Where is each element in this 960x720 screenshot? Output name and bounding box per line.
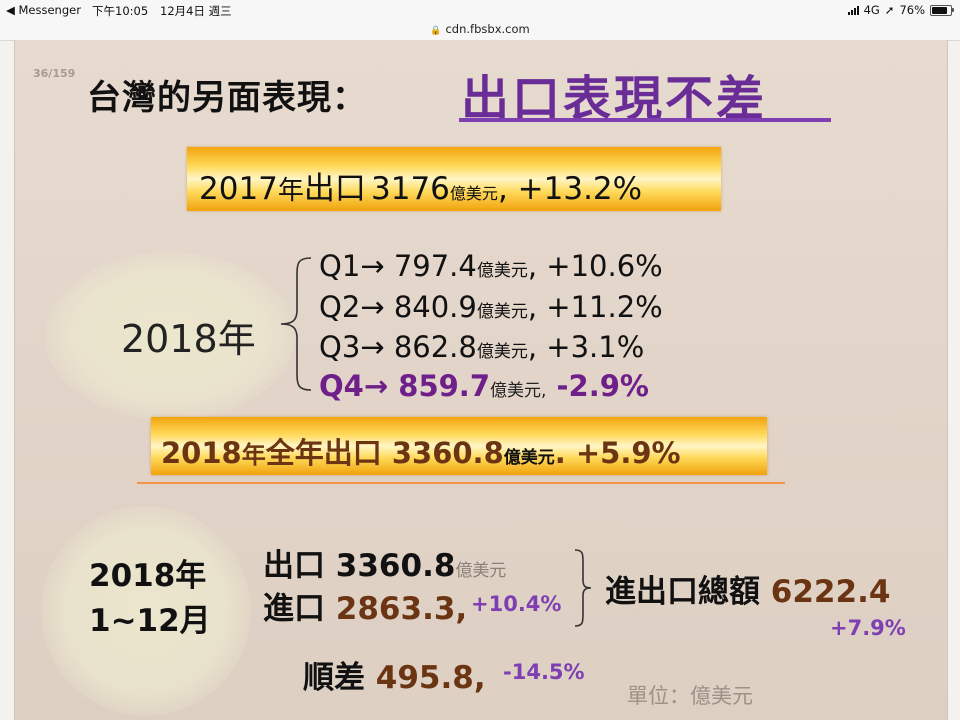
quarter-unit: 億美元 [490,381,541,401]
quarter-value: 859.7 [398,369,490,403]
import-growth: +10.4% [471,592,562,616]
export-2017-unit: 億美元 [449,184,498,203]
title-underline [459,118,831,122]
annual-2018-label: 全年出口 [265,436,382,470]
export-row: 出口 3360.8億美元 [263,540,506,585]
unit-note: 單位：億美元 [627,684,753,708]
slide-viewer[interactable]: 36/159 台灣的另面表現： 出口表現不差 2017年出口 3176億美元, … [14,40,948,720]
annual-2018-year: 2018 [161,436,242,470]
arrow-icon: → [360,330,385,364]
quarter-value: 840.9 [393,290,477,324]
export-2017-label: 出口 [303,171,366,207]
year-2018-number: 2018 [121,317,218,361]
battery-icon [930,4,954,16]
url-bar[interactable]: 🔒 cdn.fbsbx.com [0,20,960,41]
slide-content: 36/159 台灣的另面表現： 出口表現不差 2017年出口 3176億美元, … [15,40,947,720]
annual-2018-year-char: 年 [241,441,266,469]
battery-percent: 76% [899,3,925,17]
quarter-label: Q1 [319,249,361,283]
export-2017-banner [187,147,721,211]
location-arrow-icon: ➚ [884,3,895,17]
period-line-2: 1~12月 [89,603,211,639]
surplus-row: 順差 495.8, [303,652,486,697]
page-counter: 36/159 [33,67,76,80]
quarter-growth: , +10.6% [527,249,663,283]
export-2017-year: 2017 [199,171,278,207]
quarter-label: Q4 [319,369,364,403]
export-unit: 億美元 [455,561,507,581]
export-2017-year-char: 年 [277,176,304,206]
quarter-unit: 億美元 [476,342,528,362]
annual-2018-unit: 億美元 [503,448,555,468]
status-bar: ◀ Messenger 下午10:05 12月4日 週三 4G ➚ 76% [0,0,960,20]
network-type: 4G [863,3,880,17]
total-value: 6222.4 [770,574,891,610]
right-brace-icon [574,549,592,627]
back-to-messenger-link[interactable]: ◀ Messenger [6,3,81,17]
quarter-label: Q2 [319,290,361,324]
total-label: 進出口總額 [605,574,760,610]
status-date: 12月4日 週三 [160,4,232,18]
quarter-value: 797.4 [393,249,477,283]
year-2018-label: 2018年 [121,308,256,363]
slide-title-prefix: 台灣的另面表現： [87,78,367,118]
quarter-row-q3: Q3→ 862.8億美元, +3.1% [319,330,644,364]
total-row: 進出口總額 6222.4 [605,566,890,611]
quarter-unit: 億美元 [476,261,528,281]
slide-title-highlight: 出口表現不差 [461,71,768,127]
export-2017-growth: , +13.2% [497,171,643,207]
export-value: 3360.8 [335,548,456,584]
quarter-unit: 億美元 [476,302,528,322]
annual-2018-value: 3360.8 [391,436,504,470]
annual-2018-growth: . +5.9% [554,436,681,470]
banner-divider [137,482,785,484]
import-value: 2863.3, [335,591,468,627]
arrow-icon: → [363,369,389,403]
import-row: 進口 2863.3, [263,583,467,628]
status-time: 下午10:05 [92,4,149,18]
quarter-row-q4: Q4→ 859.7億美元, -2.9% [319,369,649,403]
surplus-growth: -14.5% [503,660,585,684]
export-label: 出口 [263,548,325,584]
url-text: cdn.fbsbx.com [445,22,530,36]
period-line-1: 2018年 [89,558,207,594]
curly-brace-icon [280,257,312,391]
signal-icon [847,5,859,15]
quarter-growth: -2.9% [556,369,649,403]
decorative-ellipse [45,252,295,420]
quarter-label: Q3 [319,330,361,364]
quarter-value: 862.8 [393,330,477,364]
surplus-label: 順差 [303,660,365,696]
status-right-group: 4G ➚ 76% [847,3,954,17]
surplus-value: 495.8, [375,660,486,696]
lock-icon: 🔒 [430,26,442,36]
quarter-row-q1: Q1→ 797.4億美元, +10.6% [319,249,663,283]
quarter-growth: , +3.1% [527,330,645,364]
year-2018-suffix: 年 [217,317,256,361]
quarter-row-q2: Q2→ 840.9億美元, +11.2% [319,290,663,324]
export-2017-value: 3176 [371,171,450,207]
decorative-circle [41,506,251,716]
export-2017-text: 2017年出口 3176億美元, +13.2% [199,163,642,208]
quarter-growth: , +11.2% [527,290,663,324]
arrow-icon: → [360,249,385,283]
annual-2018-banner [151,417,767,475]
total-growth: +7.9% [830,616,906,640]
import-label: 進口 [263,591,325,627]
arrow-icon: → [360,290,385,324]
quarter-separator: , [541,381,547,401]
annual-2018-text: 2018年全年出口 3360.8億美元. +5.9% [161,430,681,472]
